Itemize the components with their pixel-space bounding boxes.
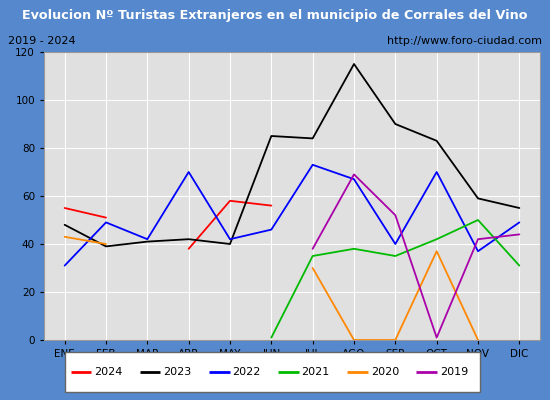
Text: 2019: 2019 [440,367,468,377]
Text: 2024: 2024 [94,367,123,377]
Text: 2023: 2023 [163,367,191,377]
Text: http://www.foro-ciudad.com: http://www.foro-ciudad.com [387,36,542,46]
Text: 2020: 2020 [371,367,399,377]
Text: 2022: 2022 [233,367,261,377]
Text: 2019 - 2024: 2019 - 2024 [8,36,76,46]
Text: 2021: 2021 [301,367,330,377]
Text: Evolucion Nº Turistas Extranjeros en el municipio de Corrales del Vino: Evolucion Nº Turistas Extranjeros en el … [22,8,528,22]
